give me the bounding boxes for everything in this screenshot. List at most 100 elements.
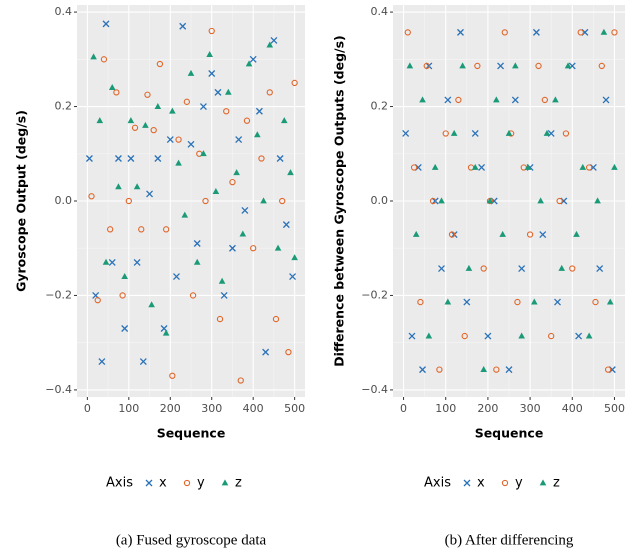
data-point — [237, 377, 244, 384]
data-point — [249, 55, 257, 63]
data-point — [133, 183, 141, 190]
data-point — [133, 258, 141, 266]
data-point — [573, 230, 580, 237]
data-point — [175, 159, 182, 166]
data-point — [85, 155, 93, 162]
data-point — [260, 197, 267, 204]
data-point — [187, 69, 195, 76]
data-point — [239, 230, 247, 237]
x-tick-label: 500 — [604, 402, 625, 415]
x-tick-label: 400 — [243, 402, 264, 415]
data-point — [169, 107, 176, 114]
data-point — [471, 130, 479, 137]
data-point — [131, 124, 139, 131]
data-point — [218, 277, 226, 284]
y-axis-title: Difference between Gyroscope Outputs (de… — [332, 35, 347, 367]
y-tick-label: 0.2 — [371, 100, 389, 113]
legend-label: z — [235, 476, 242, 491]
y-tick-label: 0.4 — [371, 5, 389, 18]
data-point — [410, 164, 418, 171]
data-point — [459, 62, 466, 69]
y-tick-label: −0.2 — [45, 288, 72, 301]
x-axis-title: Sequence — [157, 426, 226, 441]
x-tick-label: 400 — [562, 402, 583, 415]
data-point — [285, 348, 292, 356]
data-point — [148, 301, 155, 308]
data-point — [127, 155, 135, 162]
data-point — [142, 121, 149, 128]
data-point — [554, 298, 561, 306]
legend-marker — [463, 479, 471, 487]
data-point — [125, 197, 132, 205]
data-point — [175, 136, 182, 143]
data-point — [493, 366, 500, 373]
data-point — [179, 22, 187, 30]
data-point — [108, 84, 116, 91]
data-point — [611, 29, 618, 36]
data-point — [429, 197, 437, 205]
data-point — [223, 108, 230, 115]
data-point — [419, 366, 426, 374]
data-point — [444, 96, 452, 104]
y-tick-label: −0.4 — [45, 383, 72, 396]
data-point — [524, 163, 532, 170]
legend-marker — [221, 479, 229, 486]
data-point — [96, 117, 104, 124]
data-point — [497, 62, 505, 70]
data-point — [202, 197, 209, 205]
data-point — [266, 89, 273, 96]
data-point — [486, 197, 494, 204]
y-tick-label: −0.4 — [361, 383, 388, 396]
data-point — [423, 62, 430, 70]
data-point — [543, 129, 551, 136]
data-point — [606, 298, 614, 305]
data-point — [162, 226, 170, 233]
data-point — [438, 265, 445, 272]
data-point — [220, 291, 228, 299]
data-point — [569, 265, 576, 272]
data-point — [548, 332, 555, 340]
x-tick-label: 0 — [400, 402, 407, 415]
data-point — [594, 197, 601, 204]
legend-marker — [501, 479, 509, 487]
data-point — [518, 332, 525, 339]
data-point — [511, 96, 519, 104]
data-point — [419, 96, 426, 103]
data-point — [455, 96, 462, 104]
data-point — [535, 62, 542, 70]
y-tick-label: 0.0 — [371, 194, 389, 207]
data-point — [280, 117, 288, 124]
data-point — [478, 164, 486, 171]
data-point — [144, 91, 151, 98]
legend-label: y — [515, 476, 523, 491]
data-point — [189, 292, 197, 299]
data-point — [556, 197, 563, 205]
data-point — [113, 89, 120, 96]
data-point — [114, 155, 122, 162]
data-point — [461, 332, 468, 340]
data-point — [258, 155, 265, 162]
data-point — [200, 150, 207, 157]
data-point — [183, 98, 191, 105]
x-tick-label: 100 — [118, 402, 139, 415]
data-point — [156, 60, 164, 68]
data-point — [187, 140, 195, 148]
x-tick-label: 100 — [435, 402, 456, 415]
data-point — [577, 29, 584, 36]
data-point — [169, 372, 176, 379]
caption: (b) After differencing — [445, 532, 574, 548]
y-tick-label: −0.2 — [361, 288, 388, 301]
data-point — [274, 244, 282, 251]
legend-title: Axis — [106, 476, 133, 491]
data-point — [162, 329, 170, 336]
legend-label: x — [159, 476, 167, 491]
data-point — [417, 298, 424, 306]
x-tick-label: 200 — [477, 402, 498, 415]
data-point — [505, 129, 513, 136]
data-point — [291, 79, 298, 87]
data-point — [208, 27, 215, 35]
data-point — [154, 102, 162, 109]
data-point — [448, 231, 456, 238]
data-point — [212, 187, 220, 194]
data-point — [150, 127, 157, 134]
